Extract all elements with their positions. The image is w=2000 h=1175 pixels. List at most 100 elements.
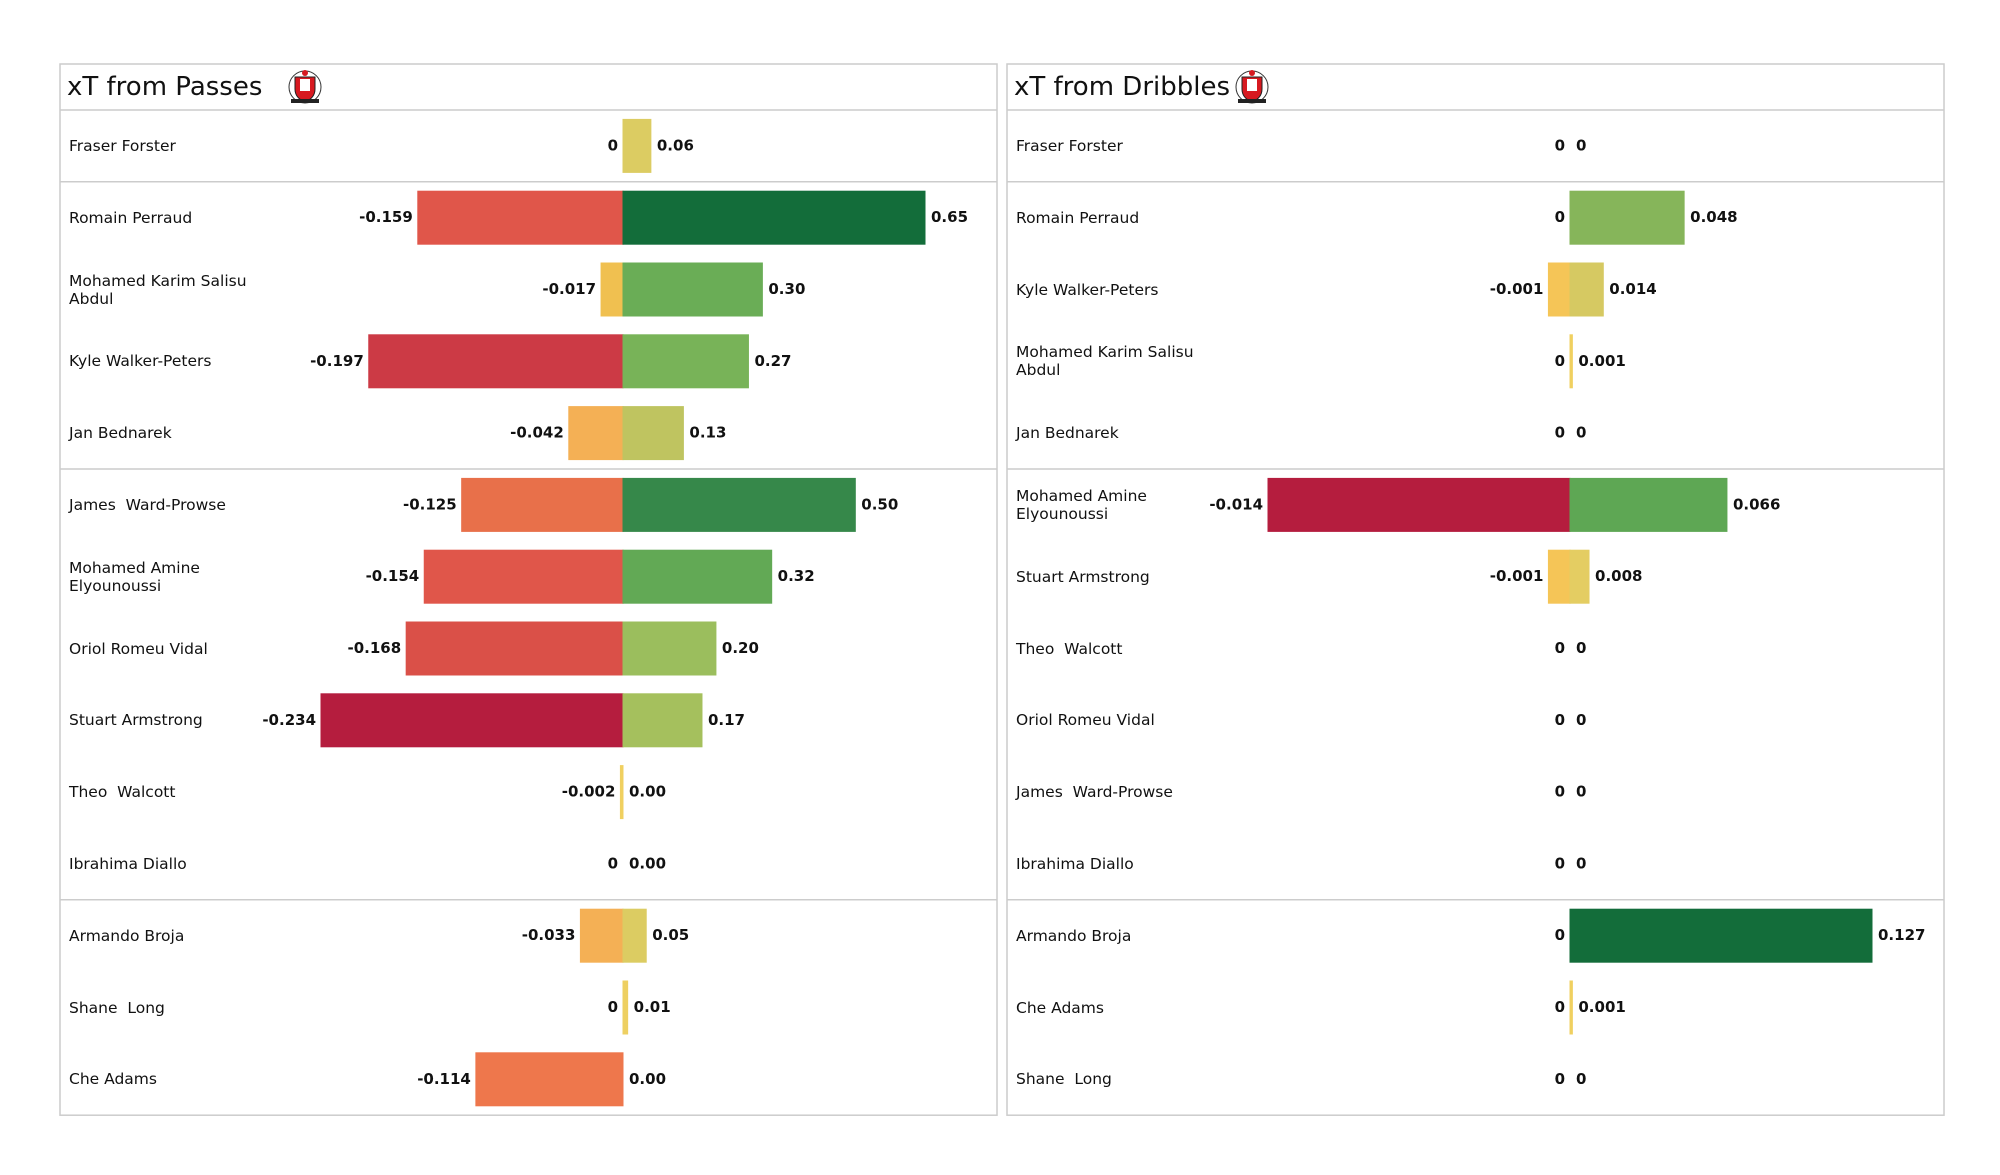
value-label-negative: -0.125 xyxy=(403,495,457,513)
player-name: Stuart Armstrong xyxy=(1016,567,1150,586)
value-label-negative: -0.114 xyxy=(417,1070,471,1088)
player-name: Kyle Walker-Peters xyxy=(1016,280,1159,299)
bar-positive xyxy=(1569,334,1573,389)
value-label-positive: 0 xyxy=(1576,783,1586,801)
bar-negative xyxy=(475,1052,624,1107)
player-name: Romain Perraud xyxy=(69,208,193,227)
player-name: Che Adams xyxy=(69,1070,157,1089)
value-label-negative: 0 xyxy=(1555,1070,1565,1088)
value-label-negative: 0 xyxy=(608,854,618,872)
value-label-positive: 0 xyxy=(1576,136,1586,154)
bar-positive xyxy=(622,190,926,245)
player-name: Ibrahima Diallo xyxy=(1016,854,1134,873)
value-label-negative: 0 xyxy=(608,136,618,154)
bar-negative xyxy=(579,908,624,963)
bar-positive xyxy=(622,406,684,461)
bar-positive xyxy=(622,477,856,532)
player-name: Fraser Forster xyxy=(69,136,176,155)
bar-positive xyxy=(622,334,749,389)
value-label-negative: -0.014 xyxy=(1209,495,1263,513)
player-name: Armando Broja xyxy=(69,926,185,945)
bar-positive xyxy=(622,980,629,1035)
player-name: Theo Walcott xyxy=(1016,639,1123,658)
value-label-negative: 0 xyxy=(1555,711,1565,729)
bar-positive xyxy=(1569,262,1604,317)
player-name: Mohamed Karim Salisu Abdul xyxy=(1016,343,1199,380)
bar-positive xyxy=(622,262,763,317)
bar-positive xyxy=(622,693,703,748)
value-label-positive: 0.066 xyxy=(1733,495,1780,513)
value-label-positive: 0.05 xyxy=(652,926,689,944)
panel-border xyxy=(1006,63,1945,1116)
value-label-negative: -0.001 xyxy=(1490,567,1544,585)
player-name: Che Adams xyxy=(1016,998,1104,1017)
value-label-positive: 0.008 xyxy=(1595,567,1642,585)
bar-negative xyxy=(368,334,624,389)
bar-negative xyxy=(405,621,624,676)
player-name: Mohamed Karim Salisu Abdul xyxy=(69,271,252,308)
player-name: Theo Walcott xyxy=(69,783,176,802)
value-label-positive: 0.50 xyxy=(861,495,898,513)
player-name: James Ward-Prowse xyxy=(1016,783,1173,802)
bar-positive xyxy=(622,549,773,604)
bar-negative xyxy=(461,477,624,532)
club-crest xyxy=(288,70,322,104)
value-label-negative: 0 xyxy=(1555,208,1565,226)
player-name: Mohamed Amine Elyounoussi xyxy=(69,558,205,595)
value-label-positive: 0.27 xyxy=(754,352,791,370)
value-label-positive: 0.127 xyxy=(1878,926,1925,944)
bar-positive xyxy=(1569,908,1873,963)
player-name: Mohamed Amine Elyounoussi xyxy=(1016,486,1152,523)
value-label-negative: 0 xyxy=(1555,424,1565,442)
value-label-negative: 0 xyxy=(608,998,618,1016)
value-label-positive: 0.001 xyxy=(1578,352,1625,370)
value-label-negative: 0 xyxy=(1555,136,1565,154)
value-label-positive: 0.30 xyxy=(768,280,805,298)
value-label-negative: 0 xyxy=(1555,998,1565,1016)
player-name: Oriol Romeu Vidal xyxy=(69,639,208,658)
bar-positive xyxy=(622,621,717,676)
player-name: Ibrahima Diallo xyxy=(69,854,187,873)
value-label-negative: 0 xyxy=(1555,783,1565,801)
player-name: Shane Long xyxy=(69,998,165,1017)
value-label-negative: -0.002 xyxy=(562,783,616,801)
value-label-negative: -0.159 xyxy=(359,208,413,226)
value-label-positive: 0.014 xyxy=(1609,280,1656,298)
value-label-negative: -0.234 xyxy=(262,711,316,729)
bar-negative xyxy=(417,190,624,245)
value-label-negative: -0.001 xyxy=(1490,280,1544,298)
value-label-negative: -0.042 xyxy=(510,424,564,442)
value-label-positive: 0.32 xyxy=(778,567,815,585)
value-label-positive: 0.13 xyxy=(689,424,726,442)
value-label-negative: -0.033 xyxy=(522,926,576,944)
value-label-positive: 0 xyxy=(1576,1070,1586,1088)
bar-negative xyxy=(619,765,624,820)
value-label-positive: 0.001 xyxy=(1578,998,1625,1016)
chart-title: xT from Passes xyxy=(67,72,263,102)
player-name: Armando Broja xyxy=(1016,926,1132,945)
value-label-negative: 0 xyxy=(1555,926,1565,944)
player-name: Jan Bednarek xyxy=(1016,424,1119,443)
player-name: Fraser Forster xyxy=(1016,136,1123,155)
value-label-positive: 0 xyxy=(1576,424,1586,442)
player-name: Stuart Armstrong xyxy=(69,711,203,730)
club-crest xyxy=(1235,70,1269,104)
player-name: James Ward-Prowse xyxy=(69,495,226,514)
bar-negative xyxy=(1547,549,1571,604)
bar-negative xyxy=(600,262,624,317)
bar-positive xyxy=(622,908,647,963)
value-label-negative: 0 xyxy=(1555,854,1565,872)
player-name: Shane Long xyxy=(1016,1070,1112,1089)
value-label-positive: 0.06 xyxy=(657,136,694,154)
bar-negative xyxy=(1267,477,1571,532)
value-label-positive: 0.65 xyxy=(931,208,968,226)
bar-negative xyxy=(423,549,624,604)
value-label-negative: 0 xyxy=(1555,639,1565,657)
value-label-negative: -0.197 xyxy=(310,352,364,370)
value-label-positive: 0.048 xyxy=(1690,208,1737,226)
bar-positive xyxy=(1569,477,1728,532)
bar-negative xyxy=(568,406,624,461)
value-label-negative: -0.154 xyxy=(366,567,420,585)
